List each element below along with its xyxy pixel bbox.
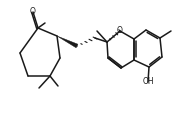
Polygon shape (57, 36, 78, 48)
Text: OH: OH (142, 77, 154, 87)
Text: O: O (117, 26, 123, 35)
Text: O: O (30, 7, 36, 16)
